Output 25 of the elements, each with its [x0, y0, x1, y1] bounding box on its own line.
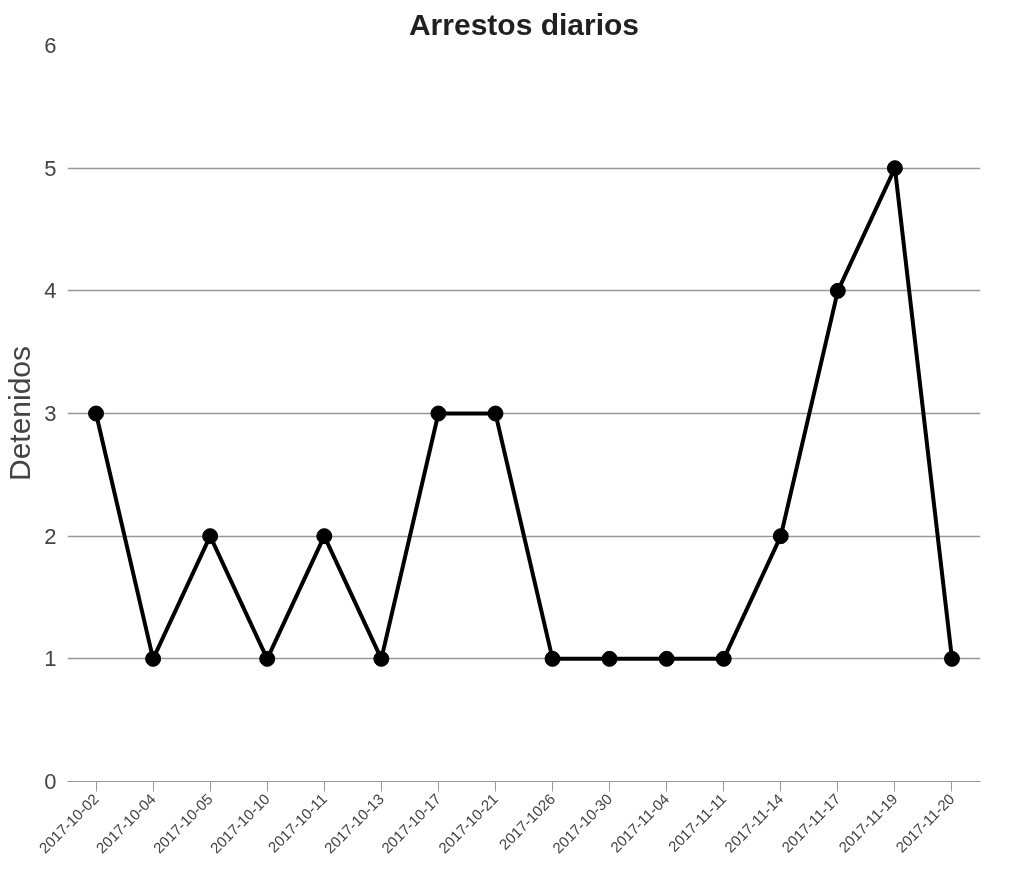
- point: [145, 650, 162, 667]
- y-tick-label: 4: [44, 278, 57, 304]
- point: [316, 528, 333, 545]
- point: [88, 405, 105, 422]
- chart-title: Arrestos diarios: [408, 7, 640, 41]
- point: [259, 650, 276, 667]
- y-tick-label: 3: [44, 401, 57, 426]
- point: [715, 650, 732, 667]
- point: [886, 160, 903, 177]
- y-tick-label: 5: [44, 155, 57, 181]
- point: [487, 405, 504, 422]
- y-axis-title: Detenidos: [3, 345, 37, 482]
- y-tick-label: 1: [44, 646, 57, 672]
- point: [601, 650, 618, 667]
- point: [829, 282, 846, 299]
- point: [202, 528, 219, 545]
- point: [544, 650, 561, 667]
- y-tick-label: 2: [44, 523, 57, 549]
- point: [943, 650, 960, 667]
- point: [658, 650, 675, 667]
- y-tick-label: 6: [44, 33, 57, 58]
- point: [430, 405, 447, 422]
- y-tick-label: 0: [44, 769, 57, 794]
- point: [373, 650, 390, 667]
- point: [772, 528, 789, 545]
